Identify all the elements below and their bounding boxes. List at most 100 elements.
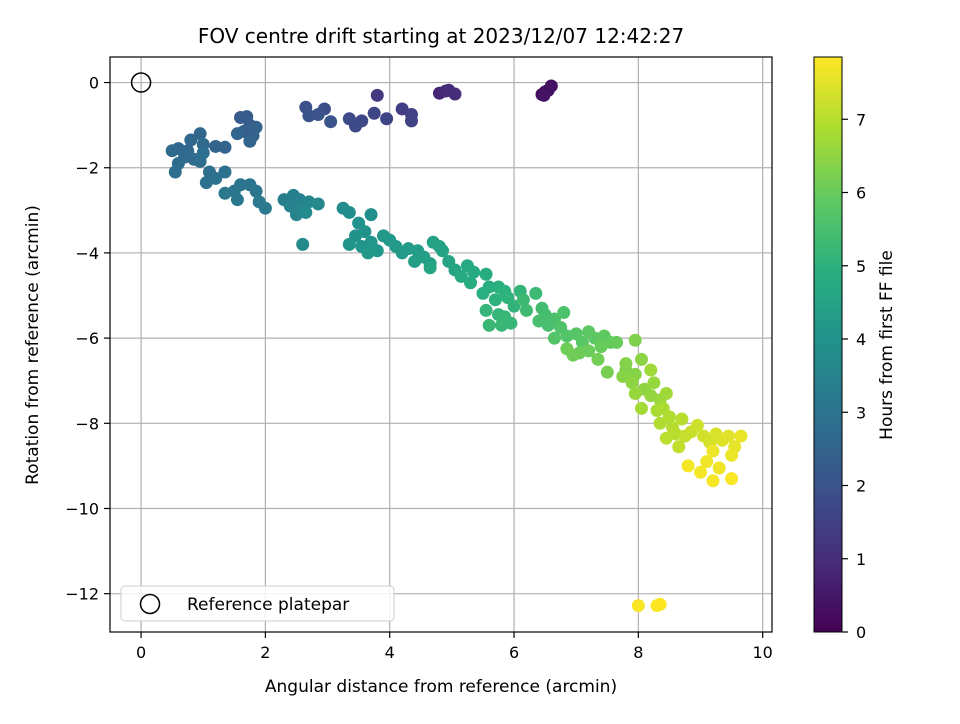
colorbar-tick-label: 0 bbox=[856, 623, 866, 642]
data-point bbox=[209, 139, 223, 153]
data-point bbox=[488, 293, 502, 307]
data-point bbox=[482, 318, 496, 332]
data-point bbox=[628, 333, 642, 347]
colorbar-tick-label: 2 bbox=[856, 477, 866, 496]
data-point bbox=[184, 133, 198, 147]
colorbar-ticks: 0 1 2 3 4 5 6 7 bbox=[842, 110, 866, 642]
data-point bbox=[631, 599, 645, 613]
colorbar-tick-label: 1 bbox=[856, 550, 866, 569]
data-point bbox=[230, 193, 244, 207]
data-point bbox=[380, 112, 394, 126]
y-tick-label: −10 bbox=[65, 499, 99, 518]
data-point bbox=[476, 286, 490, 300]
data-point bbox=[249, 184, 263, 198]
x-tick-label: 6 bbox=[509, 643, 519, 662]
data-point bbox=[610, 335, 624, 349]
data-point bbox=[675, 412, 689, 426]
y-axis-label: Rotation from reference (arcmin) bbox=[23, 205, 43, 485]
data-point bbox=[423, 261, 437, 275]
data-point bbox=[681, 459, 695, 473]
data-point bbox=[628, 386, 642, 400]
data-point bbox=[519, 303, 533, 317]
data-point bbox=[495, 318, 509, 332]
data-point bbox=[690, 418, 704, 432]
data-point bbox=[258, 201, 272, 215]
data-point bbox=[408, 254, 422, 268]
data-point bbox=[721, 429, 735, 443]
data-point bbox=[734, 429, 748, 443]
y-tick-label: 0 bbox=[89, 74, 99, 93]
colorbar-label: Hours from first FF file bbox=[877, 250, 897, 440]
data-point bbox=[653, 597, 667, 611]
data-point bbox=[662, 410, 676, 424]
data-point bbox=[659, 386, 673, 400]
data-point bbox=[706, 444, 720, 458]
data-point bbox=[516, 293, 530, 307]
data-point bbox=[644, 363, 658, 377]
data-point bbox=[464, 276, 478, 290]
data-point bbox=[544, 79, 558, 93]
x-tick-label: 0 bbox=[136, 643, 146, 662]
data-point bbox=[725, 472, 739, 486]
colorbar-gradient bbox=[813, 56, 843, 633]
chart-title: FOV centre drift starting at 2023/12/07 … bbox=[198, 24, 684, 48]
data-point bbox=[324, 115, 338, 129]
data-point bbox=[537, 88, 551, 102]
data-point bbox=[659, 431, 673, 445]
data-point bbox=[299, 205, 313, 219]
data-point bbox=[302, 109, 316, 123]
y-tick-label: −8 bbox=[75, 414, 99, 433]
colorbar-tick-label: 5 bbox=[856, 257, 866, 276]
x-axis-label: Angular distance from reference (arcmin) bbox=[265, 677, 617, 697]
data-point bbox=[342, 205, 356, 219]
data-point bbox=[199, 176, 213, 190]
data-point bbox=[560, 342, 574, 356]
data-point bbox=[296, 237, 310, 251]
data-point bbox=[634, 352, 648, 366]
data-point bbox=[404, 114, 418, 128]
data-point bbox=[594, 340, 608, 354]
plot-frame bbox=[109, 56, 773, 633]
x-axis: 0 2 4 6 8 10 bbox=[136, 632, 773, 662]
data-point bbox=[653, 416, 667, 430]
data-point bbox=[342, 112, 356, 126]
data-point bbox=[364, 208, 378, 222]
scatter-points bbox=[165, 79, 748, 613]
data-point bbox=[436, 244, 450, 258]
data-point bbox=[370, 88, 384, 102]
data-point bbox=[249, 120, 263, 134]
reference-point bbox=[130, 72, 152, 93]
legend-box bbox=[120, 585, 395, 622]
data-point bbox=[616, 369, 630, 383]
data-point bbox=[694, 465, 708, 479]
data-point bbox=[168, 165, 182, 179]
data-point bbox=[725, 448, 739, 462]
data-point bbox=[672, 440, 686, 454]
data-point bbox=[193, 127, 207, 141]
colorbar: 0 1 2 3 4 5 6 7 Hours from first FF file bbox=[813, 56, 897, 642]
x-tick-label: 2 bbox=[260, 643, 270, 662]
data-point bbox=[454, 269, 468, 283]
colorbar-tick-label: 3 bbox=[856, 403, 866, 422]
data-point bbox=[243, 134, 257, 148]
data-point bbox=[196, 146, 210, 160]
x-tick-label: 10 bbox=[752, 643, 772, 662]
data-point bbox=[218, 186, 232, 200]
data-point bbox=[557, 306, 571, 320]
data-point bbox=[479, 267, 493, 281]
data-point bbox=[625, 376, 639, 390]
data-point bbox=[712, 461, 726, 475]
data-point bbox=[479, 303, 493, 317]
legend-entry-reference-platepar: Reference platepar bbox=[187, 595, 349, 615]
colorbar-tick-label: 4 bbox=[856, 330, 866, 349]
y-tick-label: −4 bbox=[75, 244, 99, 263]
data-point bbox=[367, 106, 381, 120]
data-point bbox=[361, 246, 375, 260]
data-point bbox=[619, 357, 633, 371]
y-axis: 0 −2 −4 −6 −8 −10 −12 bbox=[65, 74, 110, 604]
reference-marker bbox=[130, 72, 152, 93]
y-tick-label: −6 bbox=[75, 329, 99, 348]
data-point bbox=[218, 165, 232, 179]
data-point bbox=[591, 352, 605, 366]
